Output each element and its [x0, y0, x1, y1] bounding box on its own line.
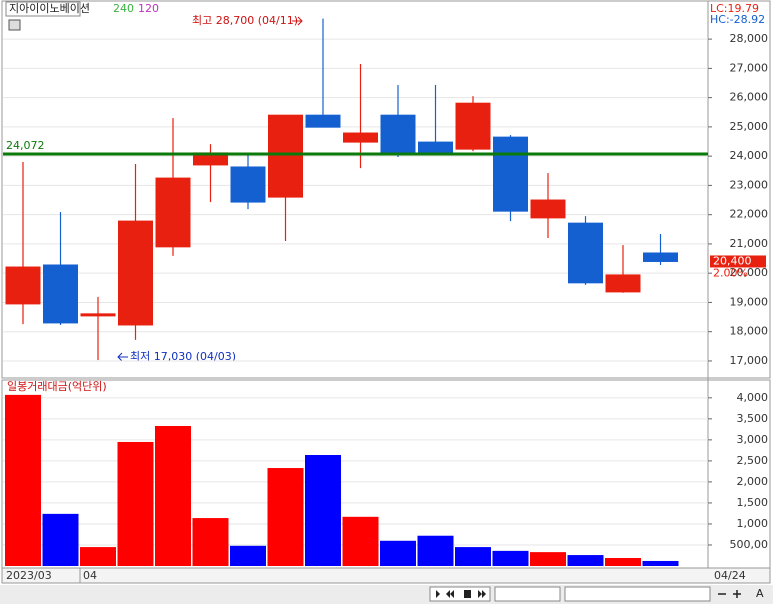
nav-icons	[436, 590, 486, 598]
last-price-box	[710, 255, 766, 268]
volume-bar	[5, 394, 41, 566]
nav-buttons[interactable]	[429, 586, 491, 602]
y-tick-label: 27,000	[730, 61, 769, 74]
candle-body	[605, 274, 641, 293]
min-annotation: 최저 17,030 (04/03)	[130, 350, 236, 363]
y-tick-label: 21,000	[730, 237, 769, 250]
candle-body	[493, 136, 528, 212]
price-panel	[1, 0, 771, 379]
volume-bar	[642, 560, 679, 566]
candle-body	[5, 266, 41, 305]
y-tick-label: 17,000	[730, 354, 769, 367]
volume-bar	[42, 513, 79, 566]
candle-body	[455, 102, 491, 150]
settings-icon[interactable]	[8, 19, 21, 31]
min-arrow	[117, 352, 128, 362]
candle-body	[118, 220, 153, 326]
candle-body	[568, 222, 603, 284]
lc-label: LC:19.79	[710, 2, 759, 15]
v-tick-label: 3,500	[737, 412, 769, 425]
hc-label: HC:-28.92	[710, 13, 765, 26]
volume-bar	[530, 552, 566, 566]
y-tick-label: 28,000	[730, 32, 769, 45]
v-tick-label: 500,00	[730, 538, 769, 551]
y-tick-label: 20,000	[730, 266, 769, 279]
candle-body	[43, 264, 78, 324]
volume-bar	[230, 545, 266, 566]
v-tick-label: 1,000	[737, 517, 769, 530]
volume-bar	[267, 468, 304, 566]
y-tick-label: 23,000	[730, 178, 769, 191]
volume-bar	[417, 535, 454, 566]
y-tick-label: 22,000	[730, 208, 769, 221]
candle-body	[643, 252, 678, 262]
view-buttons[interactable]	[564, 586, 711, 602]
date-bar	[1, 567, 771, 584]
candle-body	[418, 141, 453, 154]
y-tick-label: 24,000	[730, 149, 769, 162]
volume-bar	[567, 555, 604, 566]
last-price-label: 20,400	[713, 254, 752, 267]
volume-bar	[342, 516, 379, 566]
zoom-icons[interactable]	[718, 590, 741, 598]
candle-body	[230, 166, 266, 203]
x-end-label: 04/24	[714, 569, 746, 582]
candle-body	[343, 132, 378, 143]
y-tick-label: 19,000	[730, 295, 769, 308]
v-tick-label: 3,000	[737, 433, 769, 446]
last-change-label: 2.00%	[713, 266, 748, 279]
candle-body	[80, 313, 116, 317]
volume-title: 일봉거래대금(억단위)	[7, 379, 107, 393]
y-tick-label: 18,000	[730, 325, 769, 338]
scroll-track[interactable]	[494, 586, 561, 602]
volume-bar	[305, 455, 341, 566]
v-tick-label: 1,500	[737, 496, 769, 509]
max-annotation: 최고 28,700 (04/11)	[192, 14, 298, 27]
volume-bar	[492, 550, 529, 566]
candle-body	[305, 114, 341, 128]
x-month-label: 04	[83, 569, 97, 582]
volume-bar	[192, 518, 229, 566]
title-box	[5, 1, 81, 17]
chart-title: 지아이이노베이션	[9, 2, 90, 15]
y-tick-label: 25,000	[730, 120, 769, 133]
candle-body	[268, 114, 303, 198]
volume-bar	[117, 441, 154, 566]
x-start-label: 2023/03	[6, 569, 52, 582]
toolbar-label[interactable]: A	[756, 587, 764, 600]
candle-body	[380, 114, 416, 154]
max-arrow	[292, 16, 303, 26]
y-tick-label: 26,000	[730, 91, 769, 104]
ma-label: 240	[113, 2, 134, 15]
volume-bar	[380, 540, 416, 566]
volume-bar	[605, 558, 641, 566]
volume-bar	[155, 425, 191, 566]
v-tick-label: 4,000	[737, 391, 769, 404]
candle-body	[530, 199, 566, 219]
candle-body	[155, 177, 191, 248]
volume-bar	[455, 547, 491, 566]
v-tick-label: 2,500	[737, 454, 769, 467]
v-tick-label: 2,000	[737, 475, 769, 488]
ma-label: 120	[138, 2, 159, 15]
reference-label: 24,072	[6, 139, 45, 152]
volume-bar	[80, 547, 116, 566]
